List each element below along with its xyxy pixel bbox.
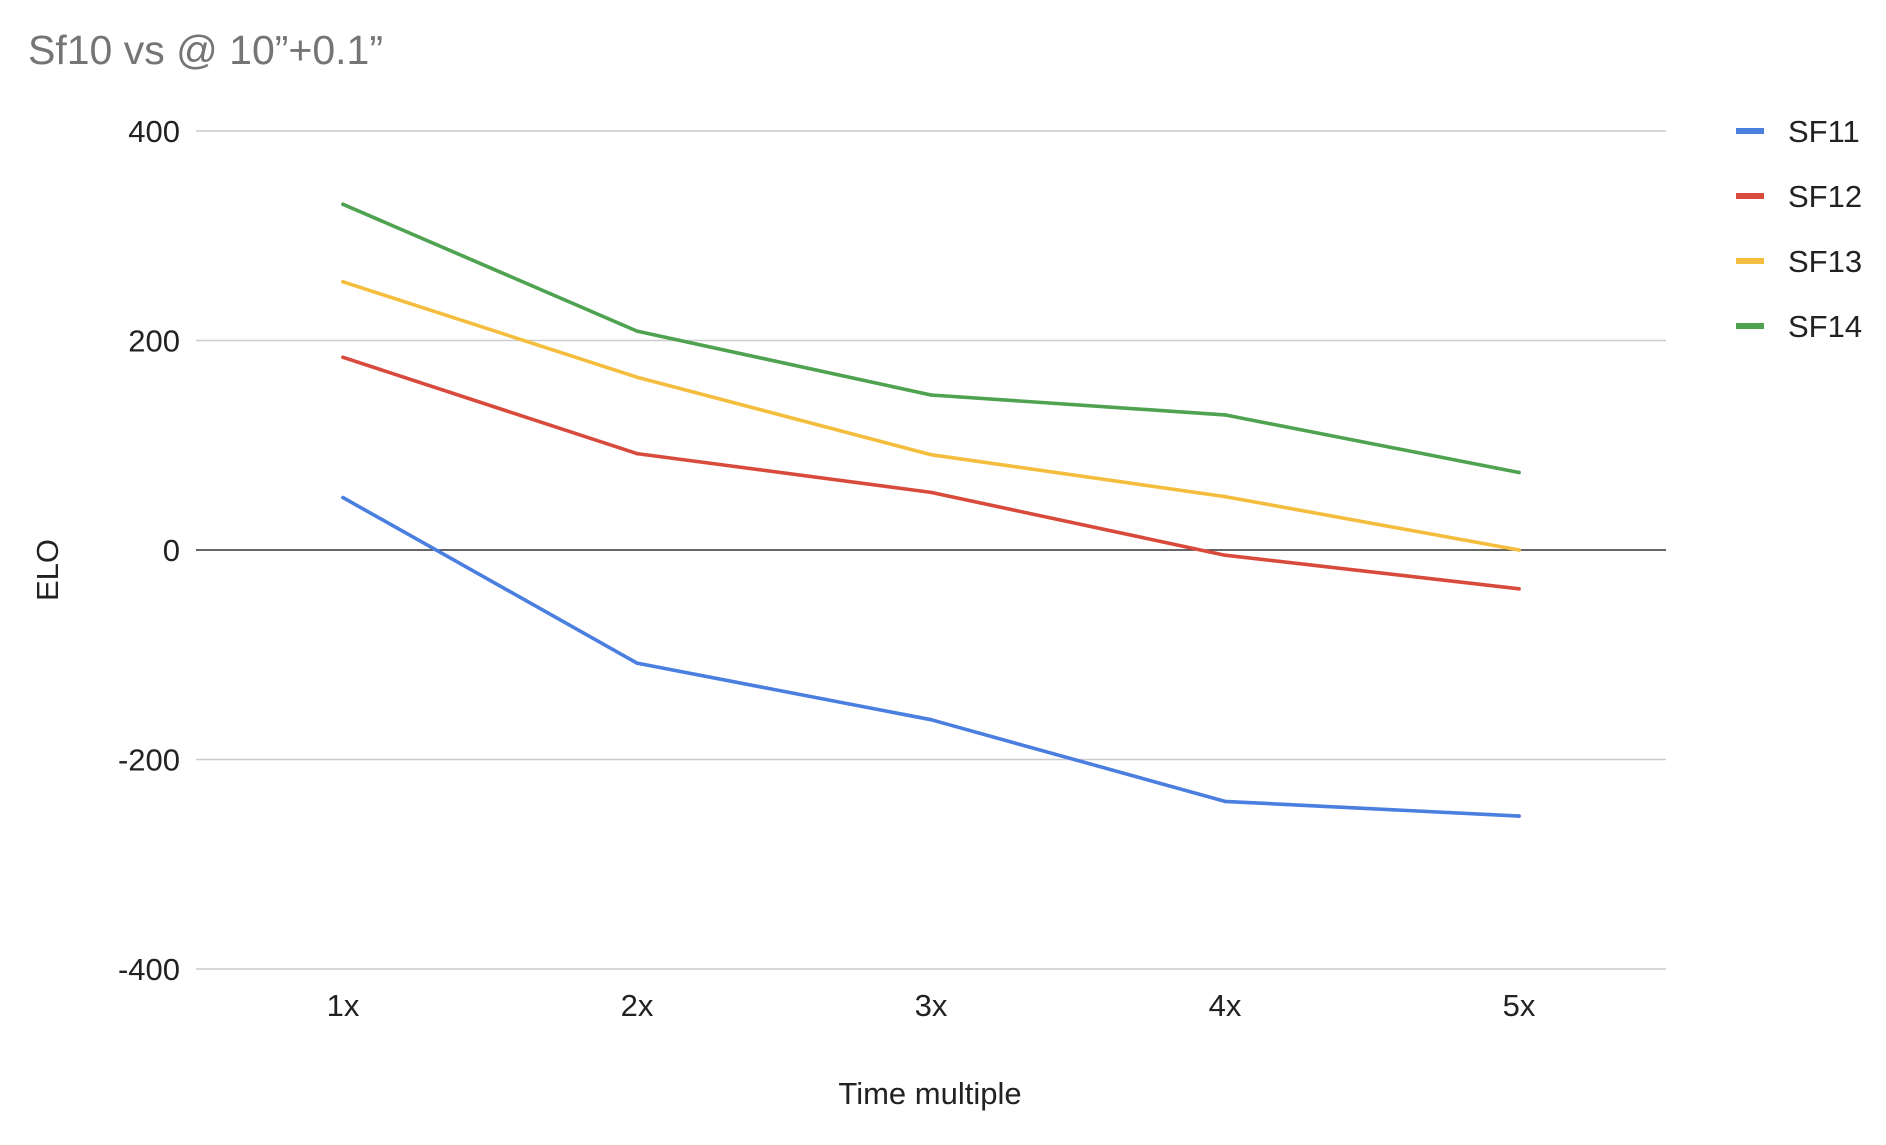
series-sf13 [341, 279, 1521, 552]
legend-label: SF12 [1788, 179, 1862, 214]
data-point [1223, 413, 1227, 417]
y-tick-label: 200 [128, 324, 180, 359]
y-axis-title: ELO [30, 539, 65, 601]
data-point [635, 661, 639, 665]
data-point [341, 495, 345, 500]
series-lines [341, 202, 1521, 818]
y-tick-label: 0 [163, 533, 180, 568]
data-point [341, 202, 345, 207]
legend-label: SF11 [1788, 114, 1860, 149]
legend-label: SF14 [1788, 309, 1862, 344]
series-sf12 [341, 355, 1521, 591]
x-axis-title: Time multiple [838, 1076, 1021, 1111]
data-point [929, 393, 933, 397]
data-point [635, 451, 639, 456]
data-point [1223, 494, 1227, 499]
series-sf14 [341, 202, 1521, 475]
x-axis-ticks: 1x 2x 3x 4x 5x [327, 988, 1536, 1023]
series-line-sf12 [341, 355, 1521, 591]
data-point [341, 355, 345, 360]
legend-item: SF11 [1736, 114, 1860, 149]
legend-item: SF13 [1736, 244, 1862, 279]
data-point [1223, 553, 1227, 558]
legend-item: SF14 [1736, 309, 1862, 344]
data-point [635, 329, 639, 333]
y-tick-label: 400 [128, 114, 180, 149]
x-tick-label: 2x [621, 988, 654, 1023]
series-line-sf11 [341, 495, 1521, 818]
grid-lines [196, 130, 1666, 970]
x-tick-label: 3x [915, 988, 948, 1023]
series-sf11 [341, 495, 1521, 818]
data-point [635, 375, 639, 379]
data-point [1517, 470, 1521, 475]
data-point [341, 280, 345, 284]
data-point [1517, 586, 1521, 591]
y-tick-label: -200 [118, 743, 180, 778]
x-tick-label: 4x [1209, 988, 1242, 1023]
y-axis-ticks: 400 200 0 -200 -400 [118, 114, 180, 987]
data-point [1223, 799, 1227, 804]
legend: SF11 SF12 SF13 SF14 [1736, 114, 1862, 344]
y-tick-label: -400 [118, 952, 180, 987]
data-point [929, 717, 933, 722]
chart-title: Sf10 vs @ 10”+0.1” [28, 27, 383, 73]
data-point [1517, 548, 1521, 552]
legend-item: SF12 [1736, 179, 1862, 214]
data-point [1517, 814, 1521, 818]
data-point [929, 490, 933, 495]
legend-label: SF13 [1788, 244, 1862, 279]
x-tick-label: 1x [327, 988, 360, 1023]
data-point [929, 452, 933, 457]
x-tick-label: 5x [1503, 988, 1536, 1023]
